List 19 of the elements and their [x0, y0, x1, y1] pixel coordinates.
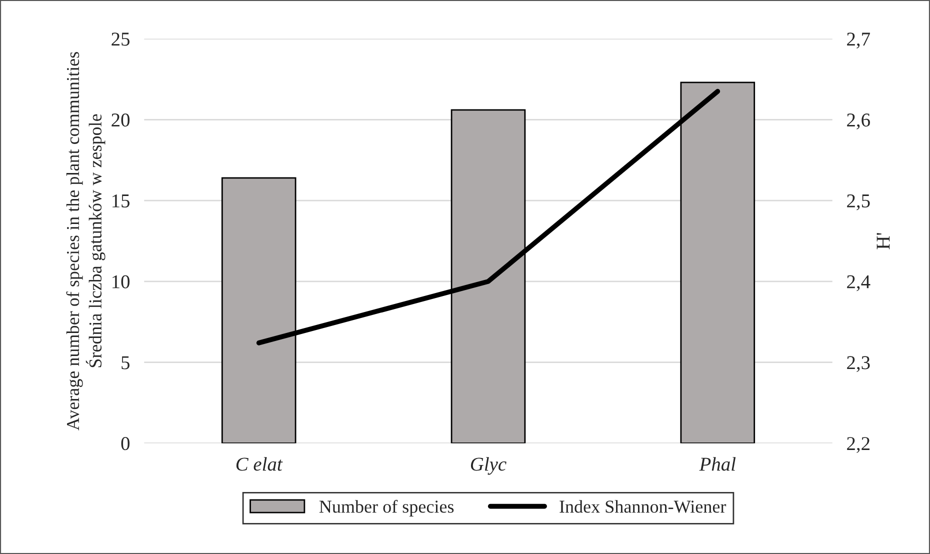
y2-tick-label: 2,3 [847, 356, 870, 372]
x-tick-label: Phal [699, 457, 736, 471]
y-tick-label: 10 [112, 275, 130, 288]
legend-label: Index Shannon-Wiener [560, 500, 726, 513]
y-tick-label: 5 [122, 356, 130, 370]
y2-tick-label: 2,4 [847, 275, 870, 292]
legend-label: Number of species [319, 500, 454, 516]
y2-tick-label: 2,5 [847, 194, 870, 210]
y2-axis-title: H' [876, 233, 890, 250]
x-tick-label: Glyc [470, 457, 506, 475]
y-tick-label: 15 [112, 194, 130, 208]
y-tick-label: 25 [112, 32, 130, 46]
y-axis-title: Average number of species in the plant communities Średnia liczba gatunków w zespole [66, 52, 106, 430]
y2-tick-label: 2,7 [847, 32, 870, 49]
x-tick-label: C elat [236, 457, 283, 471]
y-tick-label: 20 [112, 113, 130, 127]
y2-tick-label: 2,6 [847, 114, 870, 130]
y-tick-label: 0 [121, 437, 130, 450]
y2-tick-label: 2,2 [847, 437, 870, 453]
